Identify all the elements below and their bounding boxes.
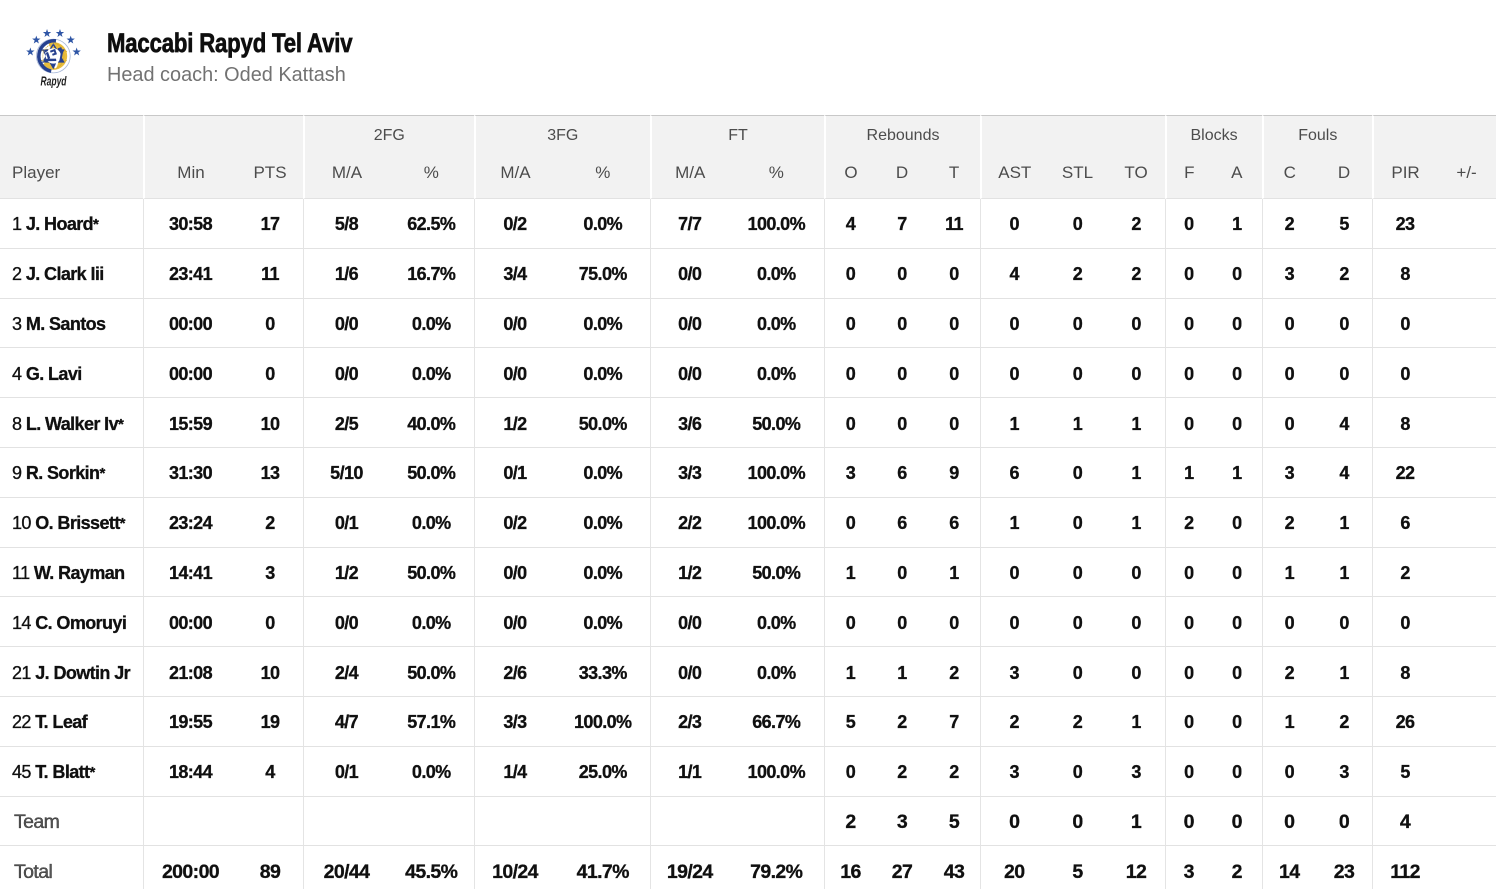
- svg-text:Rapyd: Rapyd: [41, 75, 67, 89]
